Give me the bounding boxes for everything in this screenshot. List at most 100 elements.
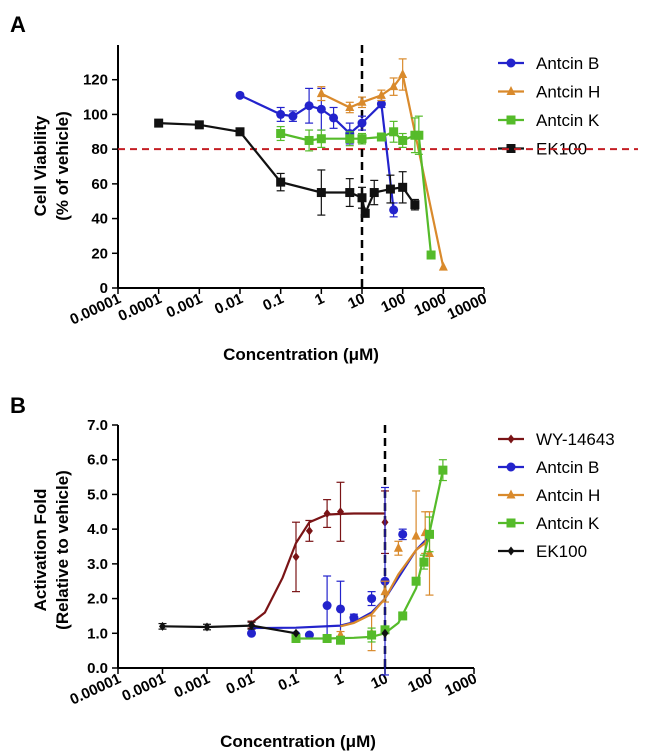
panel-a-x-tick-label: 0.1: [260, 290, 286, 314]
panel-b-series-antcin-b-point: [336, 604, 345, 614]
panel-a-series-antcin-k-point: [414, 130, 424, 140]
panel-b-series-antcin-k-point: [336, 635, 345, 645]
panel-a-series-antcin-h-point: [389, 81, 399, 91]
panel-a-x-axis-title: Concentration (μM): [223, 345, 379, 364]
panel-a-legend-item-antcin-k-marker: [506, 115, 516, 125]
panel-a-legend-item-antcin-b-marker: [506, 58, 516, 68]
panel-b-y-tick-label: 3.0: [87, 556, 108, 573]
panel-b-legend-item-wy-14643-label: WY-14643: [536, 430, 615, 449]
panel-a-y-axis-title-line1: Cell Viability: [31, 115, 50, 216]
panel-a-series-antcin-b-line: [239, 94, 395, 211]
panel-a-series-antcin-h-point: [398, 69, 408, 79]
panel-a-series-antcin-b-point: [276, 109, 286, 119]
panel-a-series-ek100-point: [410, 200, 420, 210]
panel-a-series-ek100-point: [369, 188, 379, 198]
panel-b-legend-item-antcin-k-label: Antcin K: [536, 514, 600, 533]
panel-b-x-tick-label: 1: [331, 670, 346, 689]
panel-a-y-tick-label: 120: [83, 72, 108, 89]
panel-b-x-tick-label: 100: [405, 670, 435, 696]
panel-a-series-antcin-h-point: [376, 89, 386, 99]
panel-a-legend-item-antcin-h-marker: [506, 86, 516, 95]
panel-a-series-antcin-k-point: [389, 127, 399, 137]
panel-a-series-antcin-b-point: [329, 113, 339, 123]
panel-b-series-antcin-k: [291, 459, 448, 645]
panel-a-legend-item-ek100-label: EK100: [536, 140, 587, 159]
panel-b-x-tick-label: 10: [368, 670, 390, 692]
panel-b-y-tick-label: 6.0: [87, 452, 108, 469]
panel-a-y-axis-title-line2: (% of vehicle): [53, 111, 72, 221]
panel-a-series-antcin-h-point: [345, 101, 355, 111]
panel-a-series-antcin-k-point: [345, 134, 355, 144]
panel-b-legend-item-ek100-marker: [507, 546, 515, 556]
panel-a-series-antcin-b-point: [235, 90, 245, 100]
panel-a-series-antcin-b-point: [389, 205, 399, 215]
panel-b-series-ek100: [158, 621, 389, 638]
panel-a-series-antcin-k-point: [398, 135, 408, 145]
panel-a-series-antcin-h: [316, 58, 448, 271]
panel-b-series-antcin-k-point: [322, 633, 332, 643]
panel-b-series-antcin-b-point: [322, 601, 332, 611]
panel-a-y-tick-label: 40: [91, 211, 108, 228]
panel-b-series-antcin-b-point: [304, 630, 314, 640]
panel-a-y-tick-label: 0: [100, 280, 108, 297]
panel-b-y-tick-label: 7.0: [87, 417, 108, 434]
panel-b-series-antcin-b-point: [349, 613, 359, 623]
panel-b-series-antcin-h-point: [380, 586, 390, 596]
panel-b-y-tick-label: 1.0: [87, 625, 108, 642]
panel-b-y-axis-title-line2: (Relative to vehicle): [53, 470, 72, 630]
panel-a: A Cell Viability (% of vehicle) Concentr…: [10, 12, 600, 364]
panel-b-series-antcin-k-point: [291, 633, 301, 643]
panel-b-series-antcin-k-point: [419, 557, 429, 567]
panel-a-y-axis-title: Cell Viability (% of vehicle): [31, 111, 72, 221]
panel-b-series-wy-14643-point: [337, 507, 344, 517]
panel-a-series-ek100-point: [235, 127, 245, 137]
panel-b-series-antcin-b-point: [398, 529, 408, 539]
panel-b-series-ek100-line: [162, 624, 297, 635]
panel-a-y-tick-label: 80: [91, 141, 108, 158]
panel-a-legend-item-ek100-marker: [506, 144, 516, 153]
panel-b-y-tick-label: 4.0: [87, 521, 108, 538]
panel-b-legend-item-antcin-h-marker: [506, 489, 516, 499]
panel-a-letter: A: [10, 12, 26, 37]
panel-b-legend-item-antcin-k-marker: [506, 518, 516, 528]
panel-b-x-axis-title: Concentration (μM): [220, 732, 376, 751]
panel-b-series-ek100-point: [159, 621, 166, 631]
panel-b-series-ek100-point: [292, 628, 300, 638]
panel-a-series-ek100-point: [194, 120, 204, 130]
panel-a-series-antcin-k-point: [304, 135, 314, 145]
panel-b-series-antcin-h-point: [411, 530, 421, 540]
panel-a-series-antcin-b-point: [304, 101, 314, 111]
panel-a-legend-item-antcin-h-label: Antcin H: [536, 83, 600, 102]
panel-b-legend-item-wy-14643-marker: [507, 434, 515, 444]
panel-b-legend-item-ek100-label: EK100: [536, 542, 587, 561]
panel-b-series-ek100-point: [203, 622, 211, 632]
panel-b-series-wy-14643-point: [292, 552, 300, 562]
panel-b-series-ek100-point: [248, 621, 255, 631]
panel-a-legend-item-antcin-b-label: Antcin B: [536, 54, 599, 73]
panel-a-series-antcin-k-line: [280, 130, 433, 256]
panel-b-series-wy-14643: [247, 481, 389, 630]
panel-b-series-wy-14643-point: [323, 509, 331, 519]
panel-a-x-tick-label: 10: [345, 290, 367, 312]
panel-b-y-tick-label: 5.0: [87, 486, 108, 503]
panel-a-series-antcin-h-point: [316, 88, 326, 98]
panel-a-series-ek100-point: [398, 182, 408, 192]
panel-a-series-ek100-point: [357, 193, 367, 203]
panel-a-series-ek100-point: [276, 177, 286, 187]
panel-b-y-tick-label: 0.0: [87, 660, 108, 677]
panel-b-legend-item-antcin-b-marker: [506, 462, 516, 472]
panel-a-x-tick-label: 0.01: [212, 290, 246, 318]
panel-a-series-antcin-k-point: [316, 134, 326, 144]
panel-a-series-antcin-k: [276, 115, 436, 260]
panel-a-series-antcin-b-point: [357, 118, 367, 128]
panel-a-legend: Antcin B Antcin H Antcin K EK100: [498, 54, 600, 159]
panel-a-series-ek100-point: [385, 184, 395, 194]
panel-a-y-tick-label: 100: [83, 106, 108, 123]
panel-a-x-tick-label: 1000: [412, 290, 449, 320]
panel-b-series-antcin-b-point: [367, 594, 377, 604]
panel-b-series-antcin-h-point: [393, 542, 403, 552]
panel-b-series-antcin-b-point: [247, 628, 256, 638]
panel-b-series-antcin-b: [247, 486, 431, 676]
panel-b-series-wy-14643-point: [305, 526, 313, 536]
